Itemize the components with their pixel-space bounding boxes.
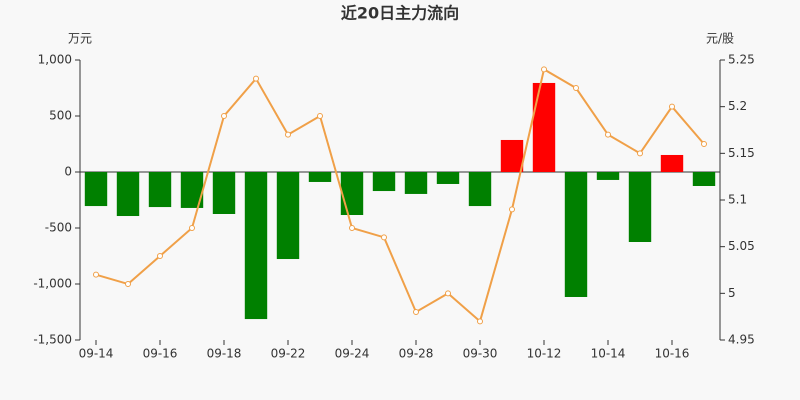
y-tick-label: 0	[64, 165, 72, 179]
x-tick-label: 10-12	[527, 347, 562, 361]
line-point	[285, 131, 291, 138]
x-tick-label: 10-16	[655, 347, 690, 361]
bar	[660, 154, 684, 172]
y-axis-label: 万元	[68, 32, 92, 46]
line-point	[125, 281, 131, 287]
line-point	[381, 234, 387, 241]
line	[95, 67, 705, 324]
bar	[468, 172, 492, 207]
x-tick-label: 09-14	[79, 347, 114, 361]
x-tick-label: 09-24	[335, 347, 370, 361]
bar	[596, 172, 620, 180]
line-point	[317, 113, 323, 119]
y2-axis-label: 元/股	[706, 32, 734, 46]
y2-tick-label: 4.95	[728, 333, 755, 347]
x-tick-label: 09-18	[207, 347, 242, 361]
x-tick-label: 09-30	[463, 347, 498, 361]
line-point	[605, 131, 611, 138]
line-point	[669, 103, 675, 110]
bar	[308, 172, 332, 182]
bar	[148, 172, 172, 208]
line-point	[477, 318, 483, 325]
x-tick-label: 09-16	[143, 347, 178, 361]
line-point	[93, 271, 99, 278]
bar	[84, 172, 108, 207]
line-point	[157, 253, 163, 259]
bar	[692, 172, 716, 186]
line-point	[349, 225, 355, 231]
bar	[212, 172, 236, 214]
line-point	[221, 113, 227, 119]
bar	[628, 172, 652, 242]
chart-title: 近20日主力流向	[341, 4, 459, 23]
line-point	[573, 85, 579, 91]
bar	[500, 139, 524, 172]
bar	[244, 172, 268, 320]
x-tick-label: 10-14	[591, 347, 626, 361]
bar	[532, 82, 556, 172]
y-tick-label: -500	[45, 221, 72, 235]
line-point	[701, 141, 707, 147]
y2-tick-label: 5.1	[728, 193, 747, 207]
bar	[276, 172, 300, 260]
y2-tick-label: 5	[728, 286, 736, 300]
line-point	[637, 150, 643, 157]
x-tick-label: 09-28	[399, 347, 434, 361]
bar	[564, 172, 588, 297]
bar	[372, 172, 396, 192]
line-point	[445, 290, 451, 297]
line-point	[509, 206, 515, 213]
y2-tick-label: 5.15	[728, 146, 755, 160]
y2-tick-label: 5.2	[728, 99, 747, 113]
bar	[404, 172, 428, 194]
bar	[180, 172, 204, 208]
y2-tick-label: 5.25	[728, 53, 755, 67]
line-point	[541, 66, 547, 73]
y-tick-label: 1,000	[38, 53, 72, 67]
y-tick-label: -1,000	[33, 277, 72, 291]
line-point	[413, 309, 419, 315]
line-point	[253, 75, 259, 82]
y-tick-label: 500	[49, 109, 72, 123]
bar	[436, 172, 460, 184]
bar	[340, 172, 364, 216]
x-tick-label: 09-22	[271, 347, 306, 361]
y-tick-label: -1,500	[33, 333, 72, 347]
line-point	[189, 225, 195, 231]
y2-tick-label: 5.05	[728, 239, 755, 253]
bar	[116, 172, 140, 217]
